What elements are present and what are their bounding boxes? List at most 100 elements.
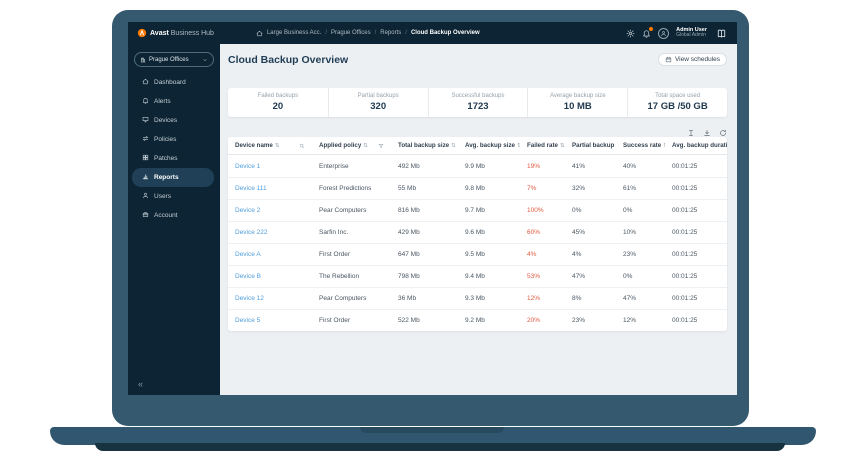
device-name-link[interactable]: Device 12 <box>235 295 264 302</box>
device-name-link[interactable]: Device 2 <box>235 207 261 214</box>
table-row: Device 222 Sarfin Inc. 429 Mb 9.6 Mb 60% 45% 1… <box>228 221 727 243</box>
building-icon <box>140 57 146 62</box>
sidebar-item-reports[interactable]: Reports <box>132 168 214 187</box>
stat-label: Successful backups <box>451 93 505 99</box>
sidebar-item-label: Patches <box>154 155 178 162</box>
stat-item: Average backup size 10 MB <box>527 88 627 117</box>
table-row: Device B The Rebellion 798 Mb 9.4 Mb 53% 47% 0… <box>228 265 727 287</box>
device-name-link[interactable]: Device 222 <box>235 229 268 236</box>
avatar[interactable] <box>658 27 670 39</box>
gear-icon[interactable] <box>626 29 635 38</box>
table-cell: 00:01:25 <box>672 229 698 236</box>
sort-icon[interactable]: ⇅ <box>363 142 368 149</box>
table-cell: Pear Computers <box>319 207 367 214</box>
column-label: Device name <box>235 142 273 149</box>
device-name-link[interactable]: Device 5 <box>235 317 261 324</box>
stat-label: Failed backups <box>257 93 299 99</box>
sidebar-item-label: Reports <box>154 174 179 181</box>
column-header-avg-backup-duration[interactable]: Avg. backup duration ⇅ <box>665 142 727 149</box>
column-label: Avg. backup size <box>465 142 515 149</box>
sidebar-item-users[interactable]: Users <box>132 187 214 206</box>
sort-icon[interactable]: ⇅ <box>274 142 280 149</box>
sidebar-item-dashboard[interactable]: Dashboard <box>132 73 214 92</box>
home-icon <box>256 30 263 37</box>
columns-icon[interactable] <box>687 124 695 136</box>
sidebar-item-devices[interactable]: Devices <box>132 111 214 130</box>
column-header-total-backup-size[interactable]: Total backup size ⇅ <box>391 142 458 149</box>
calendar-icon <box>665 56 672 63</box>
stat-label: Partial backups <box>357 93 399 99</box>
backup-stats-card: Failed backups 20 Partial backups 320 Su… <box>228 88 727 117</box>
table-cell: 20% <box>527 317 541 324</box>
sidebar-item-patches[interactable]: Patches <box>132 149 214 168</box>
stat-value: 10 MB <box>563 101 592 112</box>
table-row: Device 111 Forest Predictions 55 Mb 9.8 Mb 7… <box>228 177 727 199</box>
device-name-link[interactable]: Device B <box>235 273 262 280</box>
column-header-partial-backup-rate[interactable]: Partial backup rate⇅ <box>565 142 616 149</box>
grid-icon <box>142 154 149 163</box>
device-name-link[interactable]: Device 1 <box>235 162 261 170</box>
device-name-link[interactable]: Device 111 <box>235 185 267 192</box>
sidebar: Prague Offices Dashboard Alerts Devices … <box>128 44 220 395</box>
stat-item: Failed backups 20 <box>228 88 328 117</box>
table-cell: 00:01:25 <box>672 273 698 280</box>
table-cell: 0% <box>623 273 633 280</box>
table-header-row: Device name ⇅ Applied policy ⇅ Total backup … <box>228 137 727 155</box>
column-header-failed-rate[interactable]: Failed rate ⇅ <box>520 142 565 149</box>
breadcrumb-separator: / <box>374 30 377 36</box>
notifications-icon[interactable] <box>642 26 654 38</box>
briefcase-icon <box>142 211 149 220</box>
sidebar-item-account[interactable]: Account <box>132 206 214 225</box>
column-header-success-rate[interactable]: Success rate⇅ <box>616 142 665 149</box>
table-cell: 32% <box>572 185 586 192</box>
sidebar-item-alerts[interactable]: Alerts <box>132 92 214 111</box>
table-cell: 00:01:25 <box>672 162 698 170</box>
table-cell: Forest Predictions <box>319 185 372 192</box>
column-label: Failed rate <box>527 142 558 149</box>
table-cell: 4% <box>572 251 582 258</box>
funnel-icon[interactable] <box>378 143 384 149</box>
table-cell: 53% <box>527 273 541 280</box>
device-name-link[interactable]: Device A <box>235 251 261 258</box>
column-header-applied-policy[interactable]: Applied policy ⇅ <box>312 142 391 149</box>
table-cell: 429 Mb <box>398 229 420 236</box>
table-cell: 12% <box>623 317 637 324</box>
breadcrumb-item[interactable]: Prague Offices <box>331 30 371 36</box>
sidebar-item-policies[interactable]: Policies <box>132 130 214 149</box>
knowledge-base-icon[interactable] <box>714 27 728 39</box>
stat-value: 1723 <box>467 101 489 112</box>
breadcrumb-item: Cloud Backup Overview <box>410 30 480 36</box>
table-row: Device A First Order 647 Mb 9.5 Mb 4% 4% 23% 00… <box>228 243 727 265</box>
breadcrumb-item[interactable]: Reports <box>380 30 402 36</box>
refresh-icon[interactable] <box>719 124 727 136</box>
table-cell: 9.4 Mb <box>465 273 485 280</box>
view-schedules-button[interactable]: View schedules <box>657 53 727 66</box>
stat-item: Successful backups 1723 <box>427 88 528 117</box>
home-icon <box>142 78 149 87</box>
table-cell: 9.5 Mb <box>465 251 485 258</box>
table-cell: 100% <box>527 207 544 214</box>
site-selector[interactable]: Prague Offices <box>134 52 214 67</box>
column-header-device-name[interactable]: Device name ⇅ <box>228 142 312 149</box>
table-cell: The Rebellion <box>319 273 360 280</box>
column-label: Success rate <box>623 142 662 149</box>
table-cell: 9.9 Mb <box>465 162 485 170</box>
user-menu[interactable]: Admin User Global Admin <box>676 27 707 39</box>
sidebar-collapse-toggle[interactable]: « <box>138 379 144 389</box>
sort-icon[interactable]: ⇅ <box>559 142 565 149</box>
search-icon[interactable] <box>299 143 305 149</box>
breadcrumb-item[interactable]: Large Business Acc. <box>266 30 322 36</box>
sort-icon[interactable]: ⇅ <box>663 143 665 149</box>
table-cell: 0% <box>572 207 582 214</box>
sort-icon[interactable]: ⇅ <box>516 142 520 149</box>
download-icon[interactable] <box>703 124 711 136</box>
table-cell: 4% <box>527 251 537 258</box>
table-cell: 12% <box>527 295 541 302</box>
table-cell: 0% <box>623 207 633 214</box>
column-header-avg-backup-size[interactable]: Avg. backup size ⇅ <box>458 142 520 149</box>
table-row: Device 5 First Order 522 Mb 9.2 Mb 20% 23% 12%… <box>228 309 727 331</box>
sort-icon[interactable]: ⇅ <box>451 142 456 149</box>
table-row: Device 12 Pear Computers 36 Mb 9.3 Mb 12% 8% 4… <box>228 287 727 309</box>
table-cell: 47% <box>572 273 586 280</box>
stat-value: 17 GB /50 GB <box>647 101 708 112</box>
